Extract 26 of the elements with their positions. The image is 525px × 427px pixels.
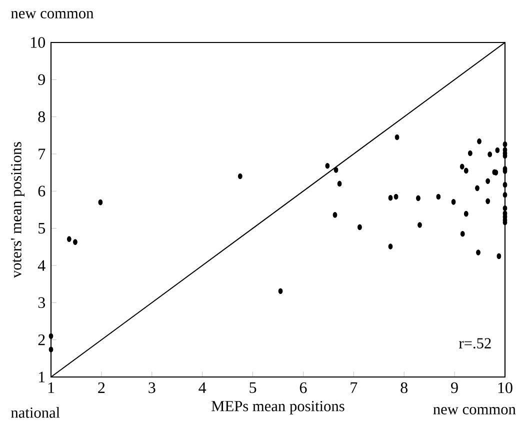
x-axis-title: MEPs mean positions	[212, 400, 344, 414]
text: new common	[11, 11, 94, 18]
x-tick-label: 2	[98, 382, 105, 393]
text: national	[11, 407, 60, 418]
y-tick-label: 7	[38, 148, 46, 160]
y-tick-label: 10	[31, 37, 46, 48]
y-tick-label: 2	[38, 334, 45, 346]
y-tick-label: 5	[38, 223, 46, 234]
x-tick-label: 8	[400, 382, 408, 394]
x-tick-label: 4	[198, 382, 206, 393]
text: new common	[433, 407, 516, 414]
annotation: r=.52	[459, 338, 491, 349]
x-tick-label: 1	[48, 382, 54, 393]
x-tick-label: 9	[451, 382, 458, 394]
y-tick-label: 9	[38, 74, 45, 86]
x-tick-label: 7	[350, 382, 358, 393]
x-tick-label: 3	[148, 382, 156, 394]
y-axis-title: voters' mean positions	[11, 142, 24, 278]
y-tick-label: 1	[39, 372, 45, 382]
y-tick-label: 8	[38, 111, 46, 122]
y-tick-label: 3	[38, 297, 46, 308]
x-tick-label: 5	[250, 382, 256, 393]
y-tick-label: 4	[38, 260, 46, 271]
x-tick-label: 6	[300, 382, 307, 394]
x-tick-label: 10	[498, 382, 512, 394]
y-tick-label: 6	[38, 186, 46, 197]
